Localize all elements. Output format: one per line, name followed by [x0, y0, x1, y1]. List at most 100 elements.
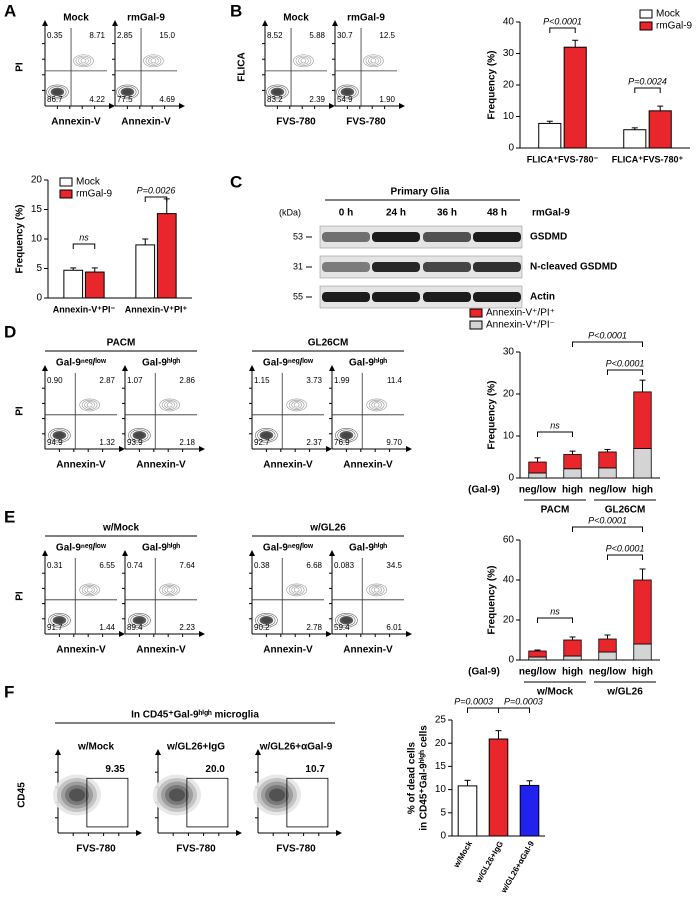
quadrant-value: 92.7 — [254, 438, 270, 447]
quadrant-value: 4.69 — [159, 95, 175, 104]
quadrant-value: 89.4 — [127, 623, 143, 632]
bracket — [549, 27, 576, 33]
quadrant-value: 59.4 — [334, 623, 350, 632]
x-tick-label: w/GL26+αGal-9 — [499, 839, 537, 895]
contour — [166, 587, 173, 593]
arrow — [199, 446, 205, 452]
bar — [563, 46, 587, 149]
row-label: GSDMD — [530, 232, 567, 243]
plot-title: Gal-9ⁿᵉᵍ/ˡᵒʷ — [56, 358, 107, 369]
bar — [156, 213, 177, 299]
quadrant-value: 0.083 — [334, 561, 355, 570]
bracket — [498, 707, 530, 713]
plot-title: Gal-9ⁿᵉᵍ/ˡᵒʷ — [263, 358, 314, 369]
contour — [84, 401, 95, 409]
bracket — [607, 554, 643, 560]
plot-title: rmGal-9 — [347, 13, 385, 24]
quadrant-value: 1.32 — [99, 438, 115, 447]
x-tick-label: neg/low — [519, 667, 556, 678]
contour — [365, 55, 382, 66]
quadrant-value: 2.86 — [179, 376, 195, 385]
arrow — [406, 446, 412, 452]
row-label: Actin — [530, 292, 555, 303]
contour — [161, 584, 178, 595]
quadrant-value: 54.9 — [337, 95, 353, 104]
contour — [338, 86, 357, 98]
band — [372, 232, 420, 242]
arrow — [179, 103, 185, 109]
x-axis-label: Annexin-V — [136, 460, 186, 471]
contour — [166, 402, 173, 408]
contour — [266, 84, 289, 100]
annotation: P<0.0001 — [588, 515, 627, 525]
blot-title: Primary Glia — [391, 187, 450, 198]
contour — [288, 584, 305, 595]
contour — [270, 87, 285, 97]
x-tick-label: FLICA⁺FVS-780⁺ — [612, 154, 684, 164]
contour — [298, 56, 309, 65]
contour — [86, 587, 93, 593]
legend-label: Annexin-V⁺/PI⁻ — [486, 320, 555, 331]
quadrant-value: 8.52 — [267, 31, 283, 40]
x-axis-label: Annexin-V — [343, 460, 393, 471]
annotation: P=0.0026 — [137, 185, 176, 195]
contour — [75, 55, 92, 66]
arrow — [336, 830, 342, 836]
x-axis-label: Annexin-V — [343, 645, 393, 656]
legend-swatch — [469, 320, 483, 330]
plot-title: Gal-9ʰⁱᵍʰ — [142, 357, 180, 369]
quadrant-value: 34.5 — [386, 561, 402, 570]
contour — [335, 613, 358, 628]
bar — [488, 738, 509, 837]
annotation: ns — [79, 232, 89, 242]
contour — [255, 613, 278, 628]
x-axis-label: Annexin-V — [136, 645, 186, 656]
bar-segment — [633, 391, 652, 449]
x-tick-label: FLICA⁺FVS-780⁻ — [527, 154, 599, 164]
lane-label: 24 h — [386, 208, 406, 219]
contour — [145, 55, 162, 66]
group-header: w/GL26 — [309, 523, 346, 534]
gate-value: 9.35 — [105, 764, 125, 775]
contour — [363, 54, 384, 68]
annotation: P<0.0001 — [606, 358, 645, 368]
x-tick-label: high — [562, 485, 583, 496]
y-tick-label: 5 — [440, 807, 446, 818]
arrow — [55, 749, 61, 755]
arrow — [236, 830, 242, 836]
bar — [63, 269, 84, 299]
contour — [159, 583, 180, 597]
contour — [148, 56, 159, 65]
group-header: w/Mock — [102, 523, 140, 534]
quadrant-value: 15.0 — [159, 31, 175, 40]
quadrant-value: 0.35 — [47, 31, 63, 40]
bracket — [467, 707, 499, 713]
x-axis-label: Annexin-V — [56, 645, 106, 656]
bar-segment — [598, 451, 617, 469]
arrow — [119, 631, 125, 637]
group-header: GL26CM — [308, 338, 349, 349]
contour — [259, 616, 274, 625]
contour — [368, 584, 385, 595]
legend-label: rmGal-9 — [76, 189, 113, 200]
bar — [648, 110, 672, 149]
annotation: P<0.0001 — [606, 543, 645, 553]
contour — [268, 86, 287, 98]
y-tick-label: 10 — [503, 431, 515, 442]
quadrant-value: 91.7 — [47, 623, 63, 632]
y-axis-label: CD45 — [17, 782, 28, 808]
band — [473, 292, 521, 302]
plot-title: Mock — [63, 13, 89, 24]
bar-segment — [633, 448, 652, 479]
quadrant-value: 1.15 — [254, 376, 270, 385]
y-tick-label: 15 — [435, 761, 447, 772]
legend-label: Mock — [656, 9, 681, 20]
legend-swatch — [59, 189, 73, 199]
band — [423, 232, 471, 242]
gate — [286, 777, 329, 828]
quadrant-value: 2.78 — [306, 623, 322, 632]
row-label: N-cleaved GSDMD — [530, 262, 617, 273]
blot-strip — [319, 285, 523, 309]
band — [372, 262, 420, 272]
